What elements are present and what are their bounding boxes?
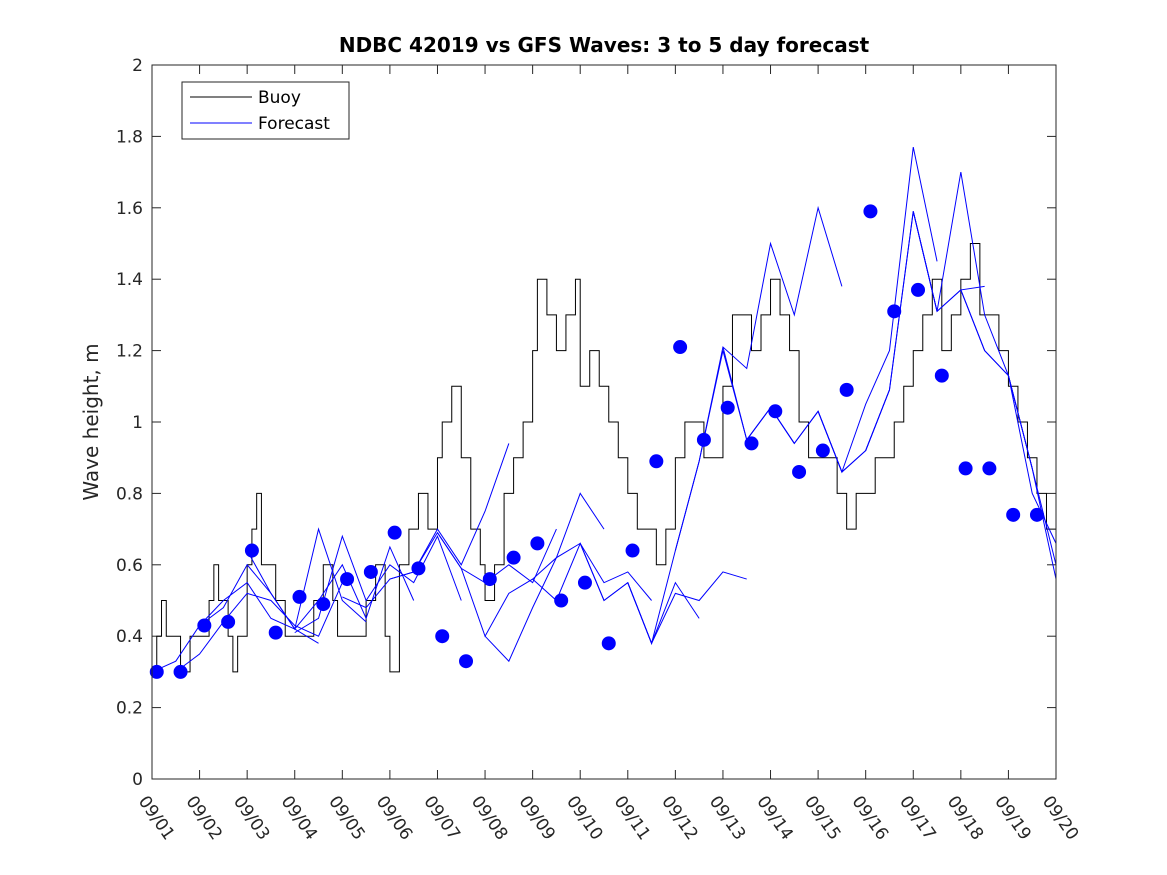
- forecast-marker: [411, 561, 426, 576]
- forecast-marker: [340, 572, 355, 587]
- forecast-marker: [815, 443, 830, 458]
- forecast-marker: [530, 536, 545, 551]
- legend-label-forecast: Forecast: [258, 114, 330, 134]
- forecast-marker: [601, 636, 616, 651]
- forecast-line-14: [770, 147, 938, 474]
- y-tick-label: 1.4: [116, 270, 143, 290]
- y-tick-label: 0: [132, 770, 143, 790]
- forecast-marker: [911, 282, 926, 297]
- y-tick-label: 1.8: [116, 127, 143, 147]
- y-tick-label: 1: [132, 413, 143, 433]
- forecast-marker: [506, 550, 521, 565]
- forecast-marker: [244, 543, 259, 558]
- y-tick-label: 1.6: [116, 199, 143, 219]
- forecast-marker: [863, 204, 878, 219]
- forecast-line-3: [246, 545, 415, 630]
- forecast-marker: [792, 464, 807, 479]
- forecast-line-19: [1007, 375, 1057, 544]
- forecast-line-1: [175, 582, 343, 673]
- forecast-marker: [363, 564, 378, 579]
- forecast-marker: [173, 664, 188, 679]
- forecast-marker: [149, 664, 164, 679]
- legend-box: [181, 81, 350, 140]
- forecast-marker: [649, 454, 664, 469]
- forecast-marker: [387, 525, 402, 540]
- forecast-line-0: [151, 581, 319, 673]
- y-tick-label: 0.2: [116, 699, 143, 719]
- forecast-line-7: [437, 492, 605, 638]
- chart-title: NDBC 42019 vs GFS Waves: 3 to 5 day fore…: [339, 33, 870, 57]
- y-tick-label: 0.6: [116, 556, 143, 576]
- forecast-marker: [435, 629, 450, 644]
- forecast-line-5: [342, 443, 510, 609]
- forecast-marker: [459, 654, 474, 669]
- forecast-marker: [839, 382, 854, 397]
- forecast-marker: [292, 589, 307, 604]
- forecast-marker: [197, 618, 212, 633]
- forecast-marker: [744, 436, 759, 451]
- y-axis-title: Wave height, m: [79, 343, 103, 500]
- forecast-marker: [934, 368, 949, 383]
- buoy-series-line: [152, 243, 1056, 673]
- forecast-marker: [577, 575, 592, 590]
- forecast-line-8: [484, 542, 652, 663]
- forecast-marker: [982, 461, 997, 476]
- legend: Buoy Forecast: [181, 81, 350, 140]
- legend-label-buoy: Buoy: [258, 88, 301, 108]
- forecast-marker: [673, 340, 688, 355]
- forecast-marker: [1006, 507, 1021, 522]
- forecast-marker: [316, 597, 331, 612]
- forecast-marker: [958, 461, 973, 476]
- forecast-line-18: [960, 289, 1057, 580]
- forecast-marker: [887, 304, 902, 319]
- plot-area: [152, 65, 1056, 779]
- plot-frame: [151, 64, 1057, 780]
- forecast-marker: [1029, 507, 1044, 522]
- forecast-line-10: [579, 543, 747, 645]
- forecast-marker: [268, 625, 283, 640]
- forecast-marker: [554, 593, 569, 608]
- forecast-marker: [482, 572, 497, 587]
- forecast-marker: [696, 432, 711, 447]
- forecast-marker: [720, 400, 735, 415]
- series-layer: [149, 147, 1057, 679]
- forecast-marker: [768, 404, 783, 419]
- ticks-layer: [151, 64, 1057, 780]
- forecast-marker: [221, 614, 236, 629]
- y-tick-label: 2: [132, 56, 143, 76]
- forecast-marker: [625, 543, 640, 558]
- y-tick-label: 1.2: [116, 342, 143, 362]
- y-tick-label: 0.8: [116, 484, 143, 504]
- y-tick-label: 0.4: [116, 627, 143, 647]
